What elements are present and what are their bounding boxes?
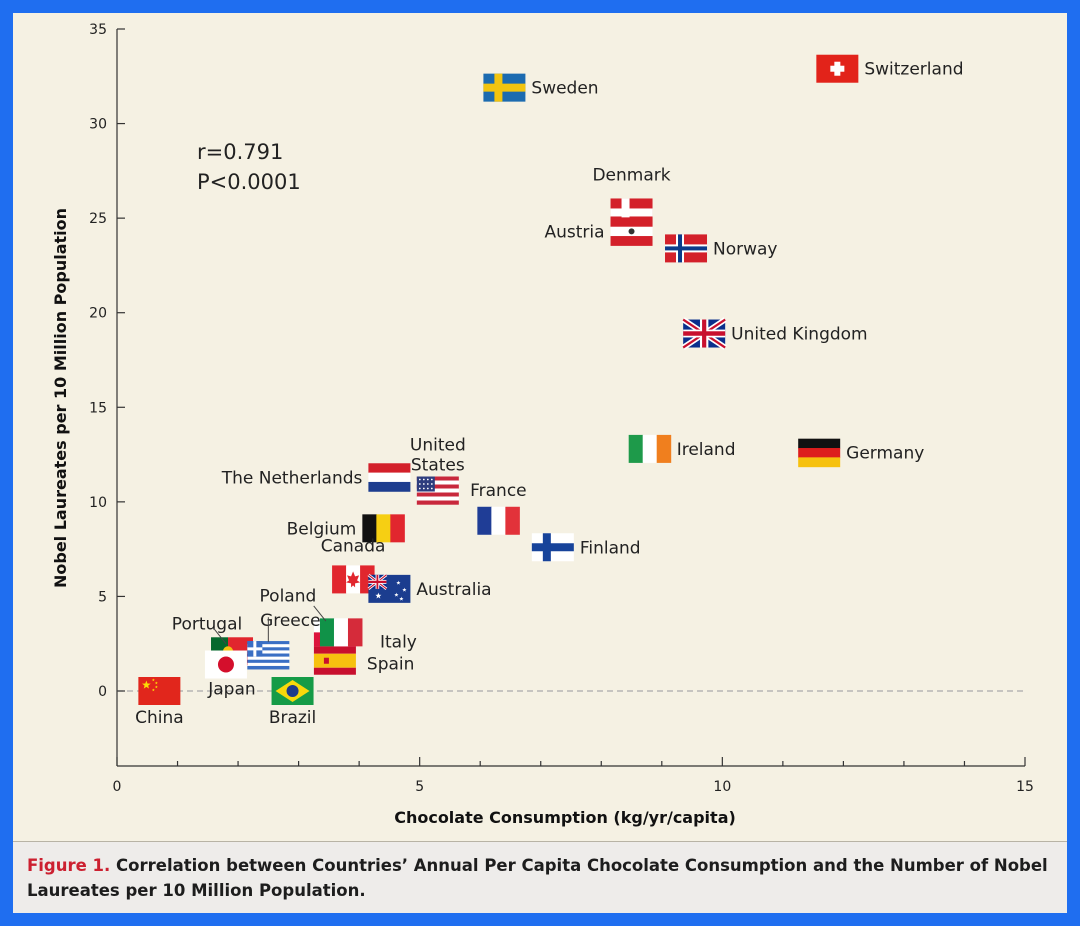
austria-flag (610, 217, 653, 246)
uk-flag (681, 317, 727, 350)
point-australia: Australia (367, 573, 492, 603)
country-label: Italy (380, 632, 417, 652)
country-label: Ireland (677, 440, 736, 460)
country-label: Austria (544, 222, 604, 242)
france-flag (477, 506, 520, 535)
japan-flag (204, 650, 247, 679)
axes: 0 5 10 15 0 5 10 15 20 25 30 35 (89, 22, 1034, 795)
netherlands-flag (368, 463, 411, 492)
point-denmark: Denmark (592, 165, 671, 227)
point-the-netherlands: The Netherlands (221, 463, 411, 492)
australia-flag (367, 573, 411, 603)
country-label: Poland (260, 586, 317, 606)
canada-flag (332, 565, 375, 594)
country-label: Greece (260, 611, 321, 631)
country-label: Denmark (592, 165, 670, 185)
poland-leader-line (313, 605, 327, 622)
caption-text: Correlation between Countries’ Annual Pe… (27, 856, 1048, 900)
country-label: The Netherlands (221, 468, 363, 488)
germany-flag (798, 438, 841, 468)
y-tick-label: 25 (89, 211, 107, 227)
country-label: Belgium (287, 519, 357, 539)
data-points: Switzerland Sweden Denmark Austria Norway Uni… (135, 54, 964, 728)
country-label: Germany (846, 444, 924, 464)
country-label: Norway (713, 239, 778, 259)
country-label: Finland (580, 538, 641, 558)
x-tick-label: 10 (713, 779, 731, 795)
point-canada: Canada (321, 536, 386, 594)
country-label: Australia (416, 580, 491, 600)
x-tick-label: 0 (113, 779, 122, 795)
y-tick-label: 15 (89, 400, 107, 416)
caption-figure-label: Figure 1. (27, 856, 111, 875)
point-greece: Greece (247, 611, 321, 670)
portugal-leader-line (213, 628, 227, 645)
point-ireland: Ireland (628, 434, 736, 463)
country-label: Sweden (531, 79, 598, 99)
belgium-flag (362, 514, 405, 543)
point-brazil: Brazil (269, 677, 316, 728)
point-belgium: Belgium (287, 514, 405, 543)
point-united-kingdom: United Kingdom (681, 317, 868, 350)
y-tick-label: 10 (89, 495, 107, 511)
y-tick-label: 5 (98, 589, 107, 605)
switzerland-flag (816, 54, 859, 83)
usa-flag (416, 476, 459, 505)
p-value: P<0.0001 (197, 170, 301, 194)
correlation-r: r=0.791 (197, 140, 283, 164)
point-austria: Austria (544, 217, 653, 246)
point-france: France (470, 481, 527, 535)
spain-flag (313, 646, 356, 675)
point-sweden: Sweden (483, 73, 599, 102)
country-label: Spain (367, 655, 415, 675)
y-tick-label: 35 (89, 22, 107, 38)
country-label: China (135, 708, 184, 728)
country-label: Portugal (172, 614, 242, 634)
x-tick-label: 15 (1016, 779, 1034, 795)
norway-flag (665, 234, 708, 263)
point-finland: Finland (531, 533, 641, 562)
country-label: Canada (321, 536, 386, 556)
finland-flag (531, 533, 574, 562)
country-label: United States (410, 436, 466, 476)
x-tick-label: 5 (415, 779, 424, 795)
country-label: Switzerland (864, 60, 963, 80)
y-tick-label: 0 (98, 684, 107, 700)
ireland-flag (628, 434, 672, 463)
y-axis-title: Nobel Laureates per 10 Million Populatio… (51, 208, 70, 588)
italy-flag (319, 618, 363, 647)
point-germany: Germany (798, 438, 924, 468)
point-japan: Japan (204, 650, 256, 700)
point-spain: Spain (313, 646, 415, 675)
point-switzerland: Switzerland (816, 54, 964, 83)
point-china: China (135, 677, 184, 728)
china-flag (138, 677, 181, 705)
y-tick-label: 30 (89, 117, 107, 133)
country-label: Brazil (269, 708, 316, 728)
figure-caption: Figure 1. Correlation between Countries’… (13, 841, 1067, 913)
country-label: France (470, 481, 527, 501)
greece-flag (247, 641, 290, 670)
brazil-flag (271, 677, 314, 705)
sweden-flag (483, 73, 526, 102)
country-label: Japan (207, 680, 255, 700)
country-label: United Kingdom (731, 325, 867, 345)
x-axis-title: Chocolate Consumption (kg/yr/capita) (394, 808, 736, 827)
point-united-states: United States (410, 436, 466, 505)
point-norway: Norway (665, 234, 778, 263)
y-tick-label: 20 (89, 306, 107, 322)
point-italy: Italy (319, 618, 417, 652)
